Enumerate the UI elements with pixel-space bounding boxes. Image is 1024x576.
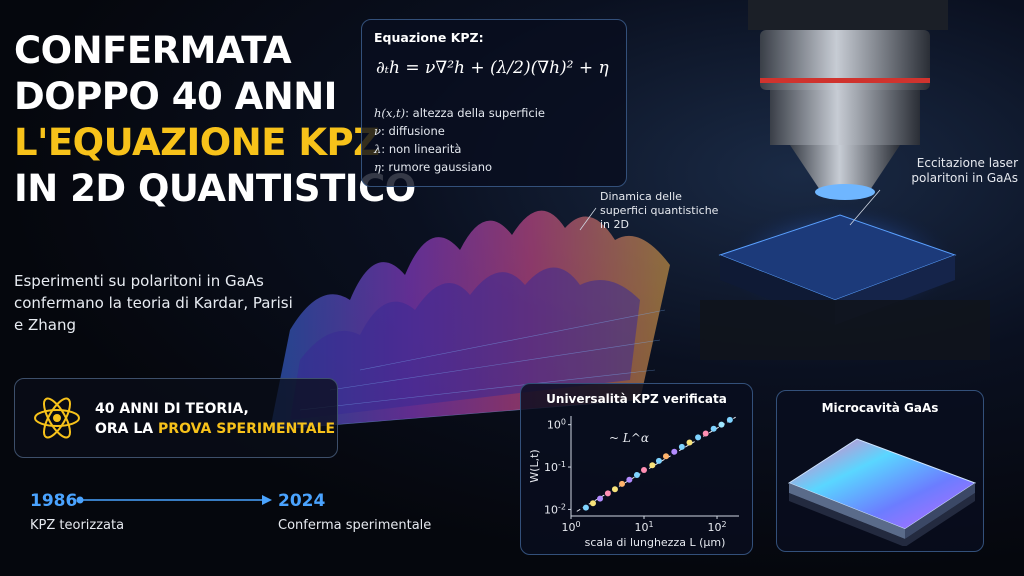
- data-point: [702, 430, 709, 437]
- data-point: [641, 467, 648, 474]
- x-tick-label: 100: [561, 520, 580, 534]
- x-tick-label: 102: [707, 520, 726, 534]
- loglog-plot: 100 101 102 10-2 10-1 100 ~ L^α scala di lunghe…: [528, 416, 739, 549]
- scaling-annotation: ~ L^α: [609, 431, 649, 445]
- headline-line-2: DOPPO 40 ANNI: [14, 75, 337, 118]
- y-axis-label: W(L,t): [528, 449, 541, 482]
- data-point: [619, 480, 626, 487]
- data-point: [597, 495, 604, 502]
- subtitle: Esperimenti su polaritoni in GaAs confer…: [14, 272, 293, 334]
- equation-panel: Equazione KPZ: ∂ₜh = ν∇²h + (λ/2)(∇h)² +…: [361, 19, 627, 187]
- fit-line: [576, 416, 736, 512]
- laser-callout: Eccitazione laser polaritoni in GaAs: [911, 156, 1018, 185]
- headline-line-4: IN 2D QUANTISTICO: [14, 167, 416, 210]
- timeline-end-year: 2024: [278, 491, 326, 511]
- x-axis-label: scala di lunghezza L (μm): [585, 536, 726, 549]
- data-point: [655, 457, 662, 464]
- headline-line-1: CONFERMATA: [14, 29, 292, 72]
- data-point: [695, 434, 702, 441]
- definition-lambda: λ: non linearità: [374, 142, 462, 156]
- y-tick-label: 100: [547, 418, 566, 432]
- data-point: [626, 476, 633, 483]
- equation-title: Equazione KPZ:: [374, 30, 484, 45]
- theory-line-1: 40 ANNI DI TEORIA,: [95, 401, 249, 417]
- data-point: [633, 471, 640, 478]
- universality-plot-panel: Universalità KPZ verificata 100 101 102 10-…: [520, 383, 753, 555]
- microcavity-title: Microcavità GaAs: [821, 401, 939, 415]
- data-point: [589, 500, 596, 507]
- data-point: [726, 416, 733, 423]
- data-point: [678, 443, 685, 450]
- plot-title: Universalità KPZ verificata: [546, 392, 727, 406]
- data-point: [582, 504, 589, 511]
- timeline-start-year: 1986: [30, 491, 78, 511]
- timeline-start-caption: KPZ teorizzata: [30, 518, 125, 533]
- theory-box: 40 ANNI DI TEORIA, ORA LA PROVA SPERIMEN…: [14, 378, 338, 458]
- theory-line-2: ORA LA PROVA SPERIMENTALE: [95, 421, 336, 437]
- data-point: [604, 490, 611, 497]
- headline: CONFERMATA DOPPO 40 ANNI L'EQUAZIONE KPZ…: [14, 28, 416, 212]
- data-point: [710, 425, 717, 432]
- data-point: [686, 439, 693, 446]
- atom-icon: [34, 397, 80, 439]
- surface-callout: Dinamica delle superfici quantistiche in…: [600, 190, 719, 231]
- x-tick-label: 101: [634, 520, 653, 534]
- headline-line-3: L'EQUAZIONE KPZ: [14, 121, 380, 164]
- definition-nu: ν: diffusione: [374, 124, 445, 138]
- timeline-arrow: [76, 495, 272, 505]
- y-tick-label: 10-2: [544, 502, 566, 516]
- microcavity-panel: Microcavità GaAs: [776, 390, 984, 552]
- definition-h: h(x,t): altezza della superficie: [374, 106, 545, 120]
- data-point: [718, 421, 725, 428]
- definition-eta: η: rumore gaussiano: [374, 160, 493, 174]
- data-point: [649, 462, 656, 469]
- microscope-objective: [748, 0, 948, 200]
- data-point: [611, 486, 618, 493]
- data-point: [671, 448, 678, 455]
- timeline-end-caption: Conferma sperimentale: [278, 518, 432, 533]
- kpz-equation: ∂ₜh = ν∇²h + (λ/2)(∇h)² + η: [376, 58, 609, 78]
- data-point: [662, 453, 669, 460]
- y-tick-label: 10-1: [544, 460, 566, 474]
- microcavity-chip-illustration: [787, 438, 977, 546]
- kpz-surface-illustration: [269, 210, 670, 431]
